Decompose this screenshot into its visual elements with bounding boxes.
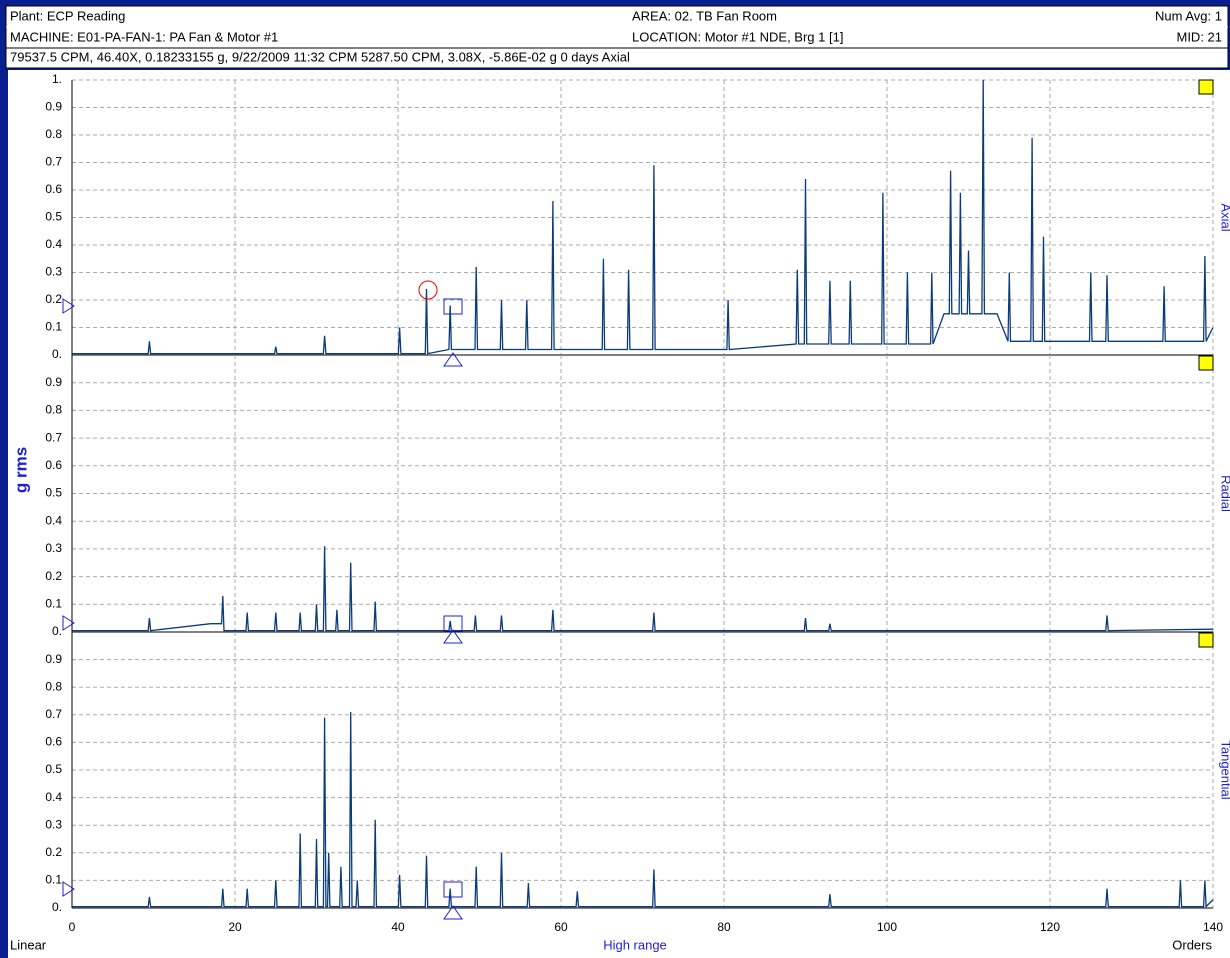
y-tick-label: 0.8: [45, 679, 62, 693]
panel-label: Radial: [1219, 475, 1230, 512]
y-axis-label: g rms: [11, 447, 30, 493]
x-tick-label: 120: [1040, 920, 1060, 934]
y-tick-label: 0.4: [45, 237, 62, 251]
level-marker: [62, 298, 75, 314]
spectrum-line: [72, 79, 1214, 355]
x-tick-label: 20: [228, 920, 242, 934]
spectrum-line: [72, 711, 1214, 909]
y-tick-label: 0.8: [45, 127, 62, 141]
y-tick-label: 0.1: [45, 596, 62, 610]
y-tick-label: 0.: [52, 624, 62, 638]
y-tick-label: 0.2: [45, 569, 62, 583]
scale-button[interactable]: [1198, 79, 1214, 95]
level-marker: [62, 615, 75, 631]
peak-marker: [418, 280, 438, 300]
x-tick-label: 140: [1203, 920, 1223, 934]
header-machine: MACHINE: E01-PA-FAN-1: PA Fan & Motor #1: [10, 29, 278, 44]
y-tick-label: 0.7: [45, 707, 62, 721]
header-box: [5, 5, 1229, 69]
header-cursor: 79537.5 CPM, 46.40X, 0.18233155 g, 9/22/…: [10, 49, 630, 64]
y-tick-label: 0.9: [45, 100, 62, 114]
y-tick-label: 1.: [52, 72, 62, 86]
y-tick-label: 0.3: [45, 265, 62, 279]
y-tick-label: 0.4: [45, 790, 62, 804]
y-tick-label: 0.2: [45, 845, 62, 859]
header-area: AREA: 02. TB Fan Room: [632, 8, 777, 23]
y-tick-label: 0.5: [45, 486, 62, 500]
y-tick-label: 0.6: [45, 182, 62, 196]
y-tick-label: 0.7: [45, 155, 62, 169]
units-label: Orders: [1172, 937, 1212, 952]
y-tick-label: 0.9: [45, 652, 62, 666]
y-tick-label: 0.4: [45, 513, 62, 527]
y-tick-label: 0.1: [45, 873, 62, 887]
y-tick-label: 0.2: [45, 292, 62, 306]
panel-label: Axial: [1219, 203, 1230, 231]
y-tick-label: 0.9: [45, 375, 62, 389]
header-plant: Plant: ECP Reading: [10, 8, 125, 23]
y-tick-label: 0.: [52, 900, 62, 914]
y-tick-label: 0.7: [45, 430, 62, 444]
cursor-markers: [62, 79, 1214, 920]
level-marker: [62, 881, 75, 897]
cursor-box: [443, 615, 463, 632]
y-tick-label: 0.3: [45, 541, 62, 555]
header-num-avg: Num Avg: 1: [1155, 8, 1222, 23]
y-tick-label: 0.5: [45, 210, 62, 224]
x-tick-label: 0: [69, 920, 76, 934]
y-tick-label: 0.: [52, 347, 62, 361]
spectrum-line: [72, 546, 1214, 632]
cursor-triangle: [443, 352, 463, 367]
y-tick-label: 0.6: [45, 735, 62, 749]
y-tick-label: 0.8: [45, 403, 62, 417]
y-tick-label: 0.5: [45, 762, 62, 776]
cursor-box: [443, 298, 463, 315]
y-tick-label: 0.1: [45, 320, 62, 334]
header-location: LOCATION: Motor #1 NDE, Brg 1 [1]: [632, 29, 843, 44]
header-mid: MID: 21: [1176, 29, 1222, 44]
y-tick-label: 0.6: [45, 458, 62, 472]
panel-label: Tangential: [1219, 740, 1230, 799]
cursor-box: [443, 881, 463, 898]
x-tick-label: 60: [554, 920, 568, 934]
y-tick-label: 0.3: [45, 817, 62, 831]
x-tick-label: 80: [717, 920, 731, 934]
scale-button[interactable]: [1198, 355, 1214, 371]
cursor-triangle: [443, 905, 463, 920]
cursor-triangle: [443, 629, 463, 644]
scale-label: Linear: [10, 937, 47, 952]
x-tick-label: 40: [391, 920, 405, 934]
scale-button[interactable]: [1198, 632, 1214, 648]
x-tick-label: 100: [877, 920, 897, 934]
x-axis-label: High range: [603, 937, 667, 952]
